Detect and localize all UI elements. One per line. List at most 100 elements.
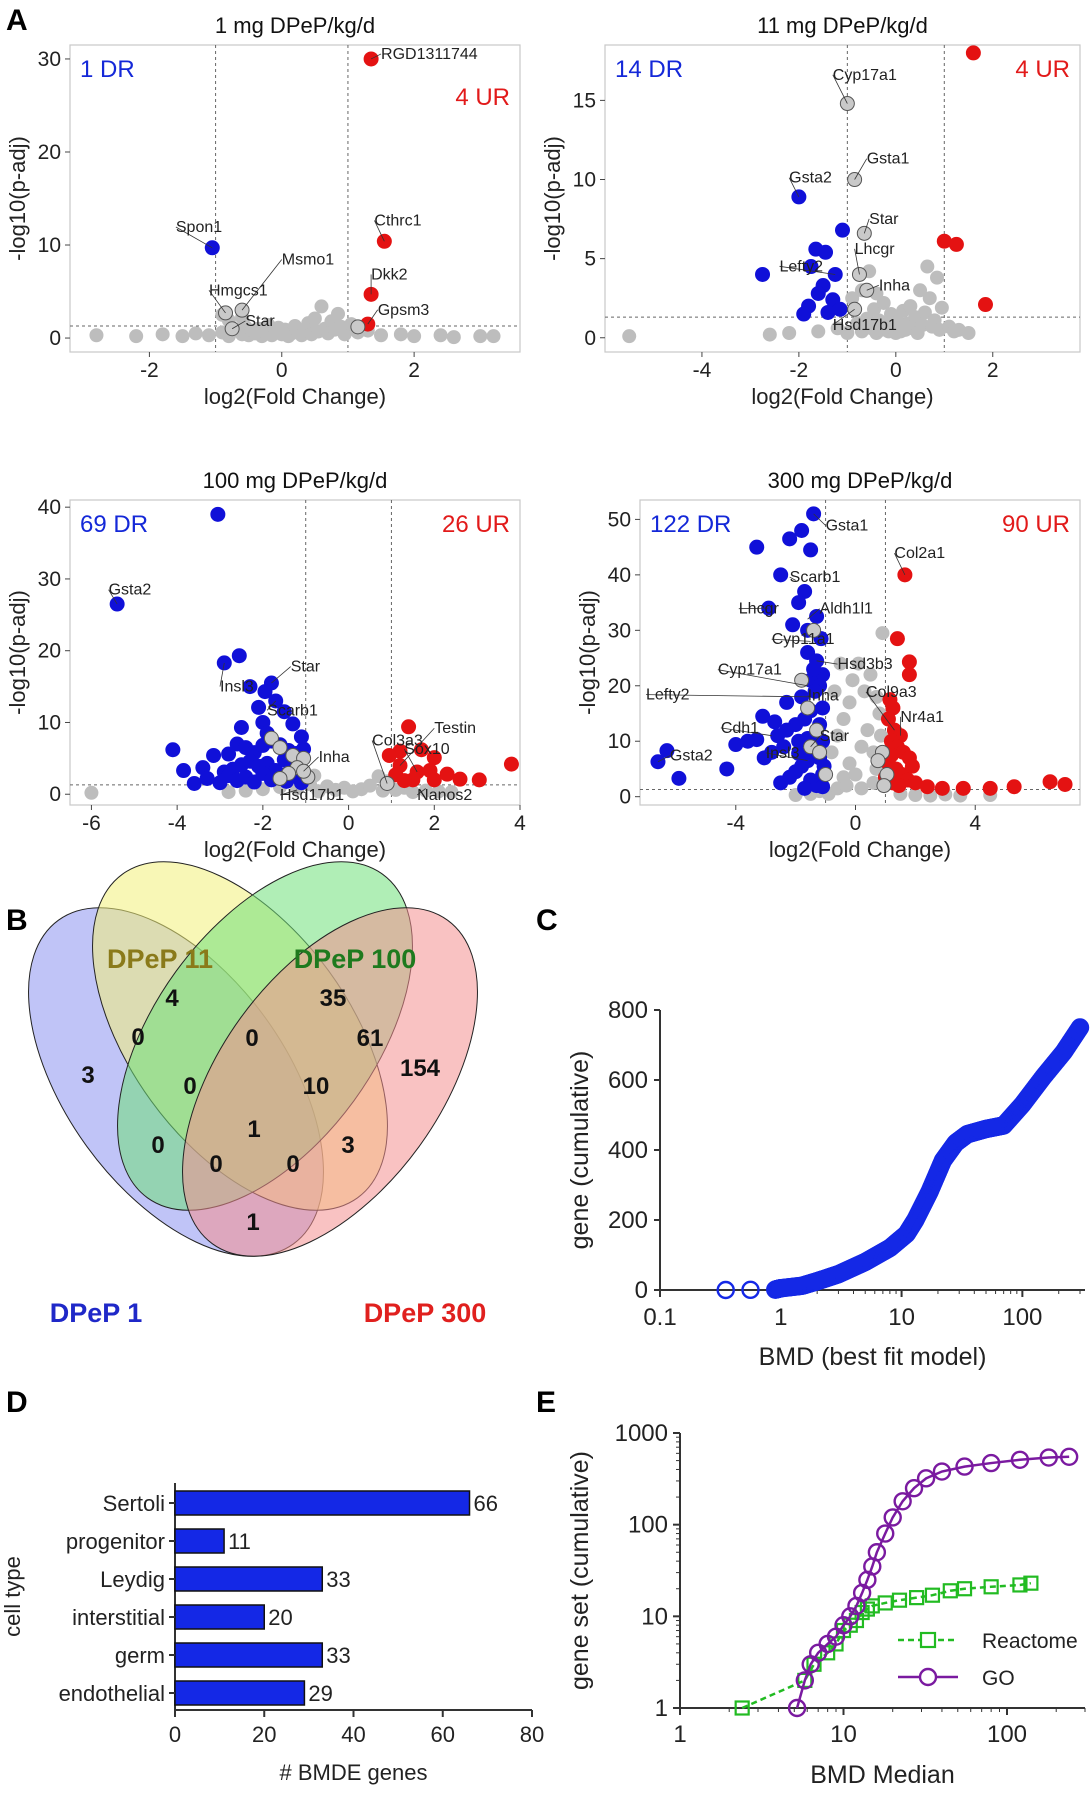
- x-tick-label: 0.1: [643, 1304, 676, 1331]
- gene-label-leader: [779, 265, 836, 275]
- background-gene-point: [961, 326, 976, 341]
- gene-label: Gpsm3: [378, 302, 430, 319]
- down-regulated-point: [186, 775, 202, 791]
- down-regulated-point: [806, 661, 822, 677]
- down-regulated-point: [257, 684, 273, 700]
- category-label: progenitor: [66, 1529, 165, 1554]
- gene-label: Gsta1: [826, 518, 869, 535]
- y-axis-label: -log10(p-adj): [575, 590, 600, 715]
- gene-label-leader: [866, 284, 880, 291]
- down-regulated-point: [803, 542, 819, 558]
- background-gene-point: [405, 785, 420, 800]
- up-regulated-point: [955, 780, 971, 796]
- gene-label: Lhcgr: [855, 241, 896, 258]
- down-regulated-point: [809, 608, 825, 624]
- up-regulated-point: [904, 758, 920, 774]
- bar: [174, 1680, 306, 1706]
- gene-label: Lhcgr: [739, 601, 780, 618]
- background-gene-point: [486, 329, 501, 344]
- x-tick-label: -4: [168, 812, 187, 835]
- gene-label: Hmgcs1: [209, 282, 268, 299]
- labeled-gene-point: [876, 778, 892, 794]
- gene-label: Spon1: [176, 219, 222, 236]
- down-regulated-point: [206, 747, 222, 763]
- down-regulated-point: [176, 763, 192, 779]
- y-tick-label: 20: [608, 675, 631, 698]
- x-tick-label: 80: [520, 1722, 544, 1747]
- gene-label-leader: [367, 309, 379, 325]
- reactome-point: [820, 1645, 836, 1661]
- gene-label: Insl3: [766, 745, 800, 762]
- gene-label-leader: [399, 727, 435, 766]
- gene-label-leader: [303, 756, 319, 772]
- gene-label-leader: [271, 666, 291, 684]
- venn-region-count: 0: [286, 1151, 299, 1178]
- venn-region-count: 0: [209, 1151, 222, 1178]
- background-gene-point: [845, 673, 860, 688]
- background-gene-point: [842, 756, 857, 771]
- background-gene-point: [446, 330, 461, 345]
- gene-label-leader: [279, 789, 298, 796]
- background-gene-point: [84, 785, 99, 800]
- plot-frame: [604, 44, 1081, 353]
- labeled-gene-point: [800, 700, 816, 716]
- venn-region-count: 1: [247, 1116, 260, 1143]
- x-axis-label: log2(Fold Change): [204, 384, 386, 409]
- up-regulated-point: [889, 631, 905, 647]
- gene-label-leader: [765, 752, 808, 762]
- reactome-point: [909, 1590, 925, 1606]
- gene-label: RGD1311744: [381, 46, 478, 63]
- labeled-gene-point: [272, 770, 288, 786]
- down-regulated-point: [755, 708, 771, 724]
- reactome-point: [924, 1587, 941, 1603]
- legend-label: GO: [982, 1667, 1015, 1690]
- gene-label: Star: [869, 211, 899, 228]
- down-regulated-point: [797, 780, 813, 796]
- down-regulated-point: [293, 729, 309, 745]
- background-gene-point: [824, 745, 839, 760]
- gene-label: Scarb1: [790, 569, 841, 586]
- x-tick-label: 2: [987, 359, 999, 382]
- background-gene-point: [827, 684, 842, 699]
- venn-region-count: 0: [151, 1132, 164, 1159]
- background-gene-point: [175, 329, 190, 344]
- bar: [174, 1604, 265, 1630]
- gene-label: Msmo1: [282, 252, 335, 269]
- background-gene-point: [863, 667, 878, 682]
- reactome-point: [859, 1601, 875, 1617]
- gene-set-cumulative-chart: 1 10 100 1000 1 10 100 BMD Median gene set (cumu…: [566, 1420, 1086, 1789]
- down-regulated-point: [807, 683, 823, 699]
- go-point: [1039, 1448, 1058, 1467]
- background-gene-point: [782, 326, 797, 341]
- venn-region-count: 1: [246, 1209, 259, 1236]
- gene-label: Insl3: [220, 679, 254, 696]
- up-regulated-point: [934, 780, 950, 796]
- gene-label: Aldh1l1: [820, 601, 873, 618]
- bar-value-label: 66: [474, 1491, 498, 1516]
- down-regulated-point: [773, 567, 789, 583]
- y-axis-label: cell type: [0, 1556, 25, 1637]
- x-tick-label: 10: [888, 1304, 915, 1331]
- down-regulated-point: [810, 285, 826, 301]
- x-axis-label: log2(Fold Change): [751, 384, 933, 409]
- panel-label-c: C: [536, 904, 558, 937]
- venn-set-dpep300: [182, 907, 478, 1257]
- gene-label-leader: [374, 220, 385, 242]
- background-gene-point: [201, 328, 216, 343]
- y-tick-label: 200: [608, 1207, 648, 1234]
- background-gene-point: [854, 781, 869, 796]
- up-regulated-point: [1006, 779, 1022, 795]
- gene-label-leader: [863, 218, 870, 234]
- up-regulated-point: [452, 771, 468, 787]
- labeled-gene-point: [812, 744, 828, 760]
- reactome-point: [797, 1672, 813, 1689]
- y-axis-label: -log10(p-adj): [540, 136, 565, 261]
- gene-label: Cdh1: [721, 720, 759, 737]
- gene-label: Col3a3: [372, 732, 423, 749]
- go-point: [1059, 1447, 1079, 1467]
- category-label: germ: [115, 1643, 165, 1668]
- up-regulated-point: [1057, 776, 1073, 792]
- bar: [174, 1642, 324, 1668]
